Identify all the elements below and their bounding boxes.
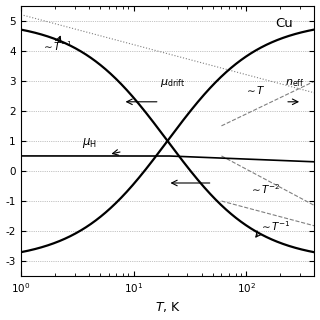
Text: $\sim T^{-1}$: $\sim T^{-1}$	[259, 219, 291, 233]
Text: $\sim T^{-2}$: $\sim T^{-2}$	[249, 182, 281, 196]
Text: $\mu_{\rm drift}$: $\mu_{\rm drift}$	[160, 77, 185, 89]
X-axis label: $T$, K: $T$, K	[155, 300, 180, 315]
Text: $\sim T$: $\sim T$	[244, 84, 266, 96]
Text: $\mu_{\rm H}$: $\mu_{\rm H}$	[82, 136, 97, 150]
Text: Cu: Cu	[275, 17, 293, 30]
Text: $n_{\rm eff}$: $n_{\rm eff}$	[285, 77, 305, 89]
Text: $\sim T^{-1}$: $\sim T^{-1}$	[41, 39, 73, 53]
